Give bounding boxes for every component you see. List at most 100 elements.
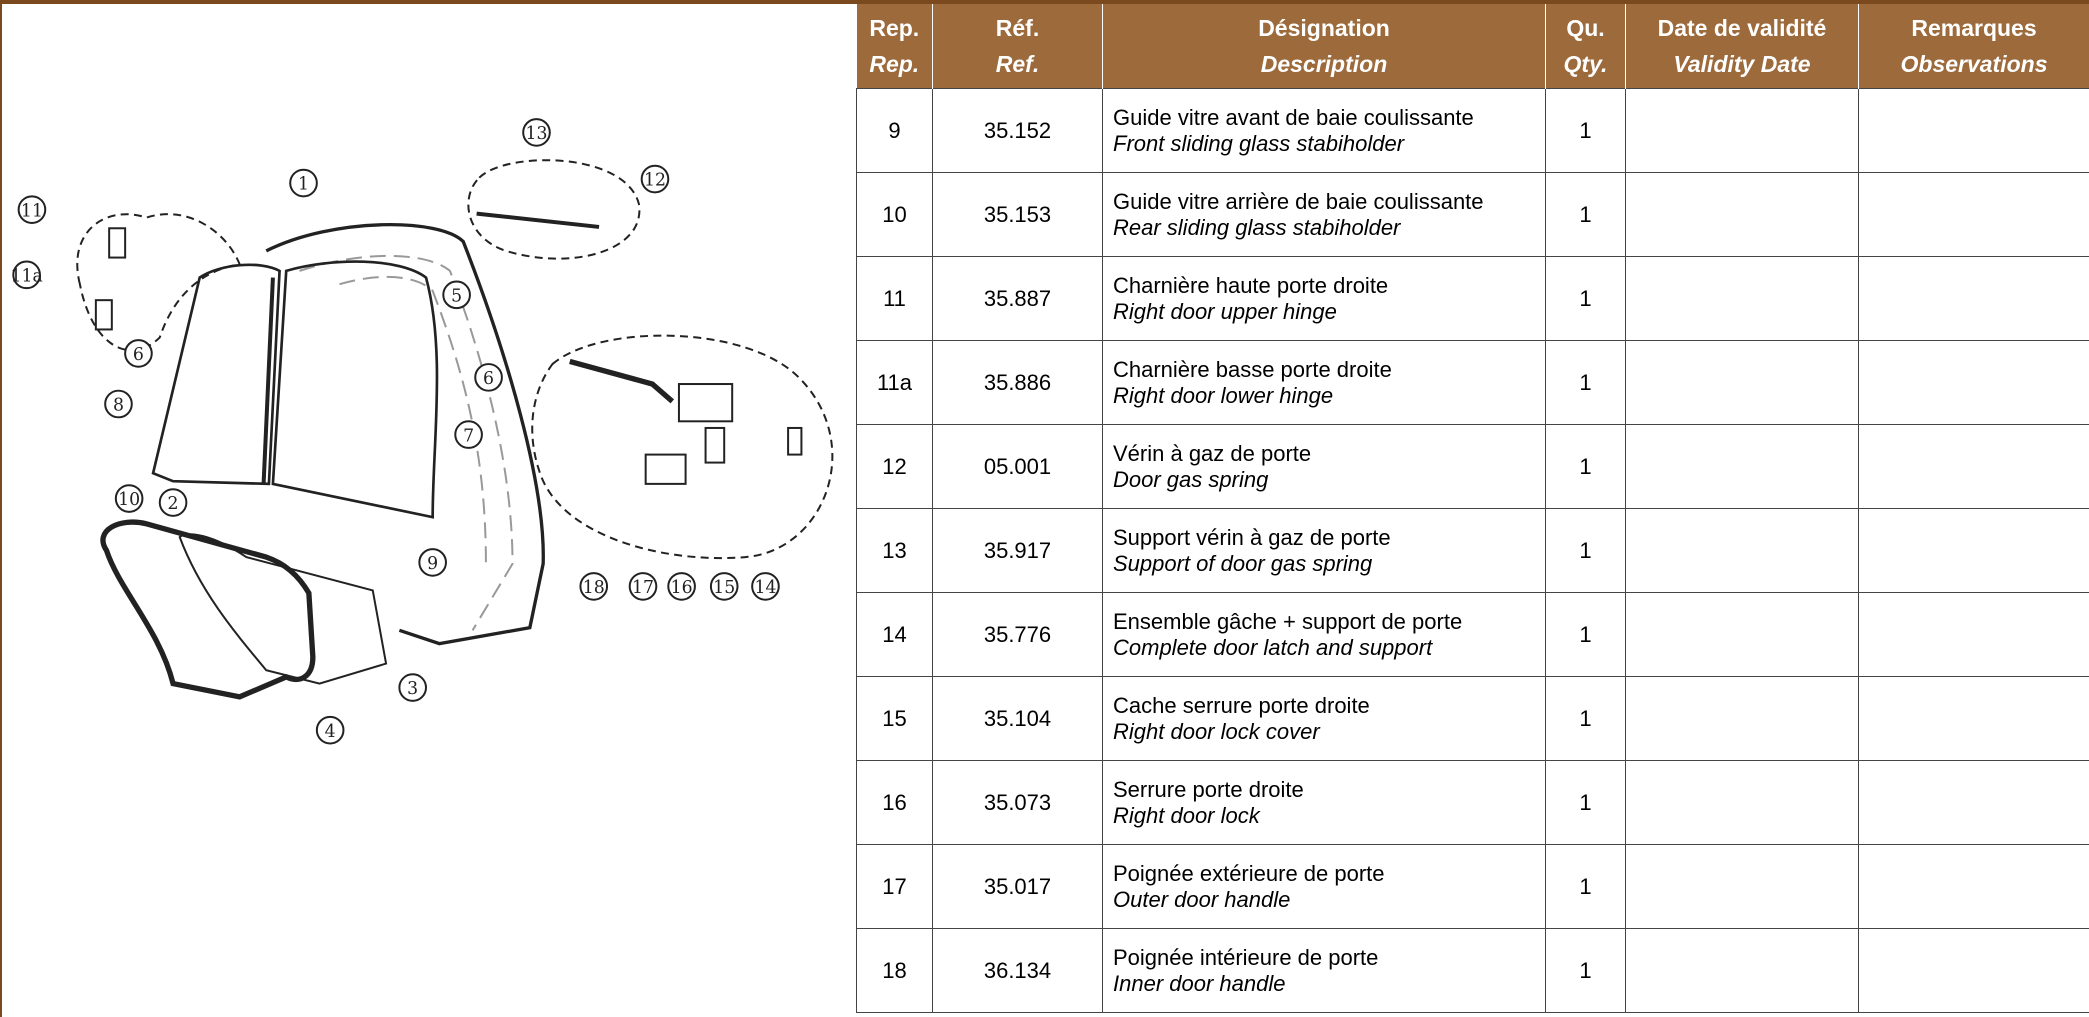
header-en: Validity Date (1673, 51, 1811, 77)
table-row: 16 35.073 Serrure porte droite Right door l… (856, 760, 2089, 845)
table-row: 12 05.001 Vérin à gaz de porte Door gas spr… (856, 424, 2089, 509)
description-en: Right door lock cover (1113, 718, 1320, 744)
header-cell: Rep. Rep. (856, 4, 933, 89)
remarks-cell (1858, 424, 2089, 509)
ref-cell: 35.073 (932, 760, 1103, 845)
ref-cell: 35.776 (932, 592, 1103, 677)
callout-circle (628, 572, 658, 601)
callout-circle (522, 118, 551, 147)
description-en: Support of door gas spring (1113, 550, 1373, 576)
header-fr: Réf. (995, 15, 1040, 41)
callout-circle (158, 488, 188, 517)
table-row: 9 35.152 Guide vitre avant de baie couliss… (856, 88, 2089, 173)
description-en: Door gas spring (1113, 466, 1269, 492)
description-cell: Ensemble gâche + support de porte Complet… (1102, 592, 1546, 677)
top-border (0, 0, 2089, 4)
rep-cell: 13 (856, 508, 933, 593)
callout-circle (17, 195, 47, 224)
description-cell: Cache serrure porte droite Right door loc… (1102, 676, 1546, 761)
remarks-cell (1858, 844, 2089, 929)
ref-cell: 35.886 (932, 340, 1103, 425)
description-en: Right door lock (1113, 802, 1260, 828)
qty-cell: 1 (1545, 424, 1626, 509)
callout-label: 11 (21, 201, 43, 221)
ref-cell: 35.153 (932, 172, 1103, 257)
remarks-cell (1858, 592, 2089, 677)
validity-cell (1625, 172, 1859, 257)
parts-table: Rep. Rep. Réf. Ref. Désignation Description Qu… (856, 4, 2089, 1013)
header-fr: Qu. (1566, 15, 1605, 41)
description-en: Right door lower hinge (1113, 382, 1334, 408)
description-fr: Ensemble gâche + support de porte (1113, 608, 1463, 634)
callout-label: 17 (632, 578, 654, 598)
header-cell: Remarques Observations (1858, 4, 2089, 89)
description-cell: Poignée intérieure de porte Inner door ha… (1102, 928, 1546, 1013)
callout-circle (124, 339, 153, 368)
drawing (76, 159, 834, 700)
callout-label: 16 (671, 578, 693, 598)
description-en: Outer door handle (1113, 886, 1291, 912)
description-en: Complete door latch and support (1113, 634, 1433, 660)
header-fr: Remarques (1911, 15, 2037, 41)
callout-label: 1 (298, 175, 309, 195)
callout-label: 3 (407, 679, 418, 699)
ref-cell: 35.887 (932, 256, 1103, 341)
callout-label: 12 (644, 171, 666, 191)
callout-circle (751, 572, 780, 601)
ref-cell: 36.134 (932, 928, 1103, 1013)
qty-cell: 1 (1545, 676, 1626, 761)
callout-circle (667, 572, 696, 601)
description-fr: Charnière haute porte droite (1113, 272, 1389, 298)
table-row: 11a 35.886 Charnière basse porte droite Rig… (856, 340, 2089, 425)
rep-cell: 16 (856, 760, 933, 845)
validity-cell (1625, 844, 1859, 929)
qty-cell: 1 (1545, 844, 1626, 929)
qty-cell: 1 (1545, 340, 1626, 425)
header-fr: Rep. (869, 15, 920, 41)
callout-circle (709, 572, 739, 601)
rep-cell: 11 (856, 256, 933, 341)
header-en: Description (1260, 51, 1388, 77)
callout-label: 2 (168, 494, 179, 514)
description-cell: Guide vitre arrière de baie coulissante R… (1102, 172, 1546, 257)
callout-circle (579, 572, 609, 601)
table-body: 9 35.152 Guide vitre avant de baie couliss… (856, 88, 2089, 1013)
callout-circle (315, 715, 345, 745)
callout-label: 4 (325, 722, 336, 742)
header-cell: Désignation Description (1102, 4, 1546, 89)
rep-cell: 10 (856, 172, 933, 257)
description-fr: Poignée extérieure de porte (1113, 860, 1385, 886)
callout-label: 11a (10, 267, 42, 287)
header-fr: Désignation (1258, 15, 1390, 41)
callout-label: 6 (483, 369, 494, 389)
description-cell: Vérin à gaz de porte Door gas spring (1102, 424, 1546, 509)
header-fr: Date de validité (1657, 15, 1827, 41)
validity-cell (1625, 760, 1859, 845)
description-fr: Poignée intérieure de porte (1113, 944, 1379, 970)
callout-circle (398, 673, 428, 702)
validity-cell (1625, 508, 1859, 593)
remarks-cell (1858, 508, 2089, 593)
callout-label: 13 (525, 124, 547, 144)
remarks-cell (1858, 760, 2089, 845)
description-cell: Guide vitre avant de baie coulissante Fro… (1102, 88, 1546, 173)
validity-cell (1625, 424, 1859, 509)
description-en: Front sliding glass stabiholder (1113, 130, 1405, 156)
callout-label: 10 (118, 490, 140, 510)
callout-circle (12, 260, 41, 290)
description-cell: Serrure porte droite Right door lock (1102, 760, 1546, 845)
callout-label: 15 (713, 578, 735, 598)
header-en: Rep. (869, 51, 920, 77)
description-cell: Charnière basse porte droite Right door l… (1102, 340, 1546, 425)
callout-label: 14 (754, 578, 776, 598)
remarks-cell (1858, 88, 2089, 173)
validity-cell (1625, 88, 1859, 173)
ref-cell: 05.001 (932, 424, 1103, 509)
description-en: Rear sliding glass stabiholder (1113, 214, 1401, 240)
qty-cell: 1 (1545, 928, 1626, 1013)
callout-label: 5 (451, 286, 462, 306)
ref-cell: 35.152 (932, 88, 1103, 173)
table-row: 13 35.917 Support vérin à gaz de porte Supp… (856, 508, 2089, 593)
